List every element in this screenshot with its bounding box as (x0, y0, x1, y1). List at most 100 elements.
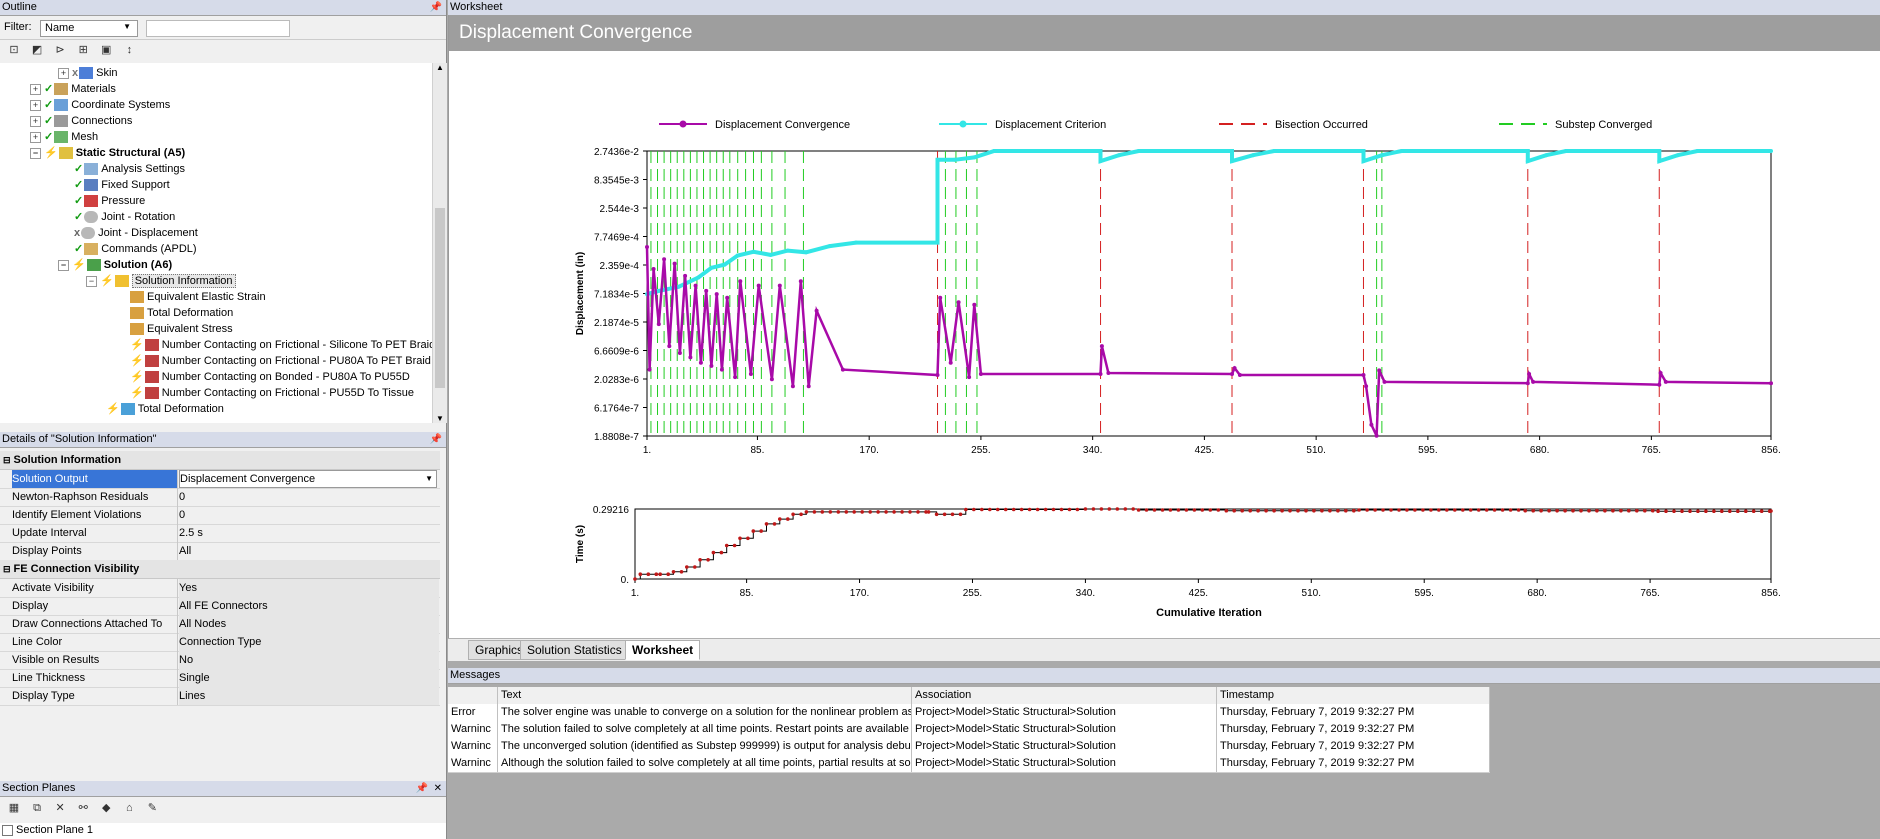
details-value[interactable]: No (179, 651, 439, 669)
tree-item-solution[interactable]: − ⚡ Solution (A6) (58, 257, 172, 273)
details-row[interactable]: Update Interval 2.5 s (0, 524, 440, 543)
details-row[interactable]: Display Type Lines (0, 687, 440, 706)
expand-icon[interactable]: + (30, 99, 41, 111)
pin-icon[interactable]: 📌 (429, 2, 442, 13)
tree-item-skin[interactable]: + x Skin (58, 65, 118, 81)
details-value[interactable]: Connection Type (179, 633, 439, 651)
tree-item-commands[interactable]: ✓ Commands (APDL) (74, 243, 197, 256)
tree-item-materials[interactable]: + ✓ Materials (30, 81, 116, 97)
details-value[interactable]: 0 (179, 491, 186, 503)
collapse-icon[interactable]: − (30, 147, 41, 159)
table-row[interactable]: Error The solver engine was unable to co… (448, 704, 1490, 722)
scroll-up-icon[interactable]: ▲ (436, 63, 444, 72)
collapse-icon[interactable]: ⊟ (3, 455, 11, 465)
sort-icon[interactable]: ↕ (126, 44, 133, 56)
tree-item-result[interactable]: Equivalent Stress (130, 321, 233, 337)
collapse-icon[interactable]: − (58, 259, 69, 271)
pin-icon[interactable]: 📌 (415, 783, 428, 794)
copy-icon[interactable]: ⧉ (33, 802, 41, 814)
details-row[interactable]: Line Thickness Single (0, 669, 440, 688)
filter-input[interactable] (146, 20, 290, 37)
result-icon (130, 291, 144, 304)
column-header[interactable] (448, 687, 498, 704)
convergence-point (1525, 381, 1530, 386)
edit-icon[interactable]: ✎ (147, 802, 157, 814)
link-icon[interactable]: ⚯ (78, 802, 88, 814)
tree-item-result[interactable]: Equivalent Elastic Strain (130, 289, 266, 305)
time-point (1579, 508, 1583, 513)
column-header[interactable]: Text (498, 687, 912, 704)
expand-icon[interactable]: + (58, 67, 69, 79)
table-row[interactable]: Warninc Although the solution failed to … (448, 755, 1490, 773)
pin-icon[interactable]: 📌 (429, 434, 442, 445)
details-group-fe-connection[interactable]: ⊟ FE Connection Visibility (0, 560, 440, 579)
tree-item-connections[interactable]: + ✓ Connections (30, 113, 132, 129)
branch-icon[interactable]: ⊳ (55, 44, 65, 56)
details-value[interactable]: Lines (179, 687, 439, 705)
expand-icon[interactable]: + (30, 131, 41, 143)
time-point (1611, 508, 1615, 513)
details-value[interactable]: Yes (179, 579, 439, 597)
cap-icon[interactable]: ◆ (102, 802, 111, 814)
tree-filter-icon[interactable]: ◩ (31, 44, 43, 56)
details-value[interactable]: Single (179, 669, 439, 687)
solution-output-dropdown[interactable]: Displacement Convergence ▼ (179, 470, 437, 488)
expand-icon[interactable]: + (30, 115, 41, 127)
hat-icon[interactable]: ⌂ (125, 802, 133, 814)
details-value[interactable]: All Nodes (179, 615, 439, 633)
convergence-point (1364, 384, 1369, 389)
tree-item-result[interactable]: ⚡ Number Contacting on Bonded - PU80A To … (130, 371, 410, 384)
details-row[interactable]: Draw Connections Attached To All Nodes (0, 615, 440, 634)
tree-item-mesh[interactable]: + ✓ Mesh (30, 129, 98, 145)
time-point (1492, 508, 1497, 512)
column-header[interactable]: Association (912, 687, 1217, 704)
details-value[interactable]: All (179, 545, 192, 557)
scroll-thumb[interactable] (435, 208, 445, 388)
details-value[interactable]: All FE Connectors (179, 597, 439, 615)
scroll-down-icon[interactable]: ▼ (436, 414, 444, 423)
tree-item-solution-information[interactable]: − ⚡ Solution Information (86, 273, 236, 289)
section-plane-checkbox[interactable] (2, 825, 13, 836)
tab-solution-statistics[interactable]: Solution Statistics (520, 640, 629, 660)
tree-item-coordinate-systems[interactable]: + ✓ Coordinate Systems (30, 97, 170, 113)
details-group-solution-information[interactable]: ⊟ Solution Information (0, 451, 440, 470)
details-row[interactable]: Display Points All (0, 542, 440, 561)
expand-tree-icon[interactable]: ⊡ (9, 44, 19, 56)
tree-item-analysis-settings[interactable]: ✓ Analysis Settings (74, 163, 185, 176)
time-point (1152, 508, 1157, 512)
tree-item-result[interactable]: Total Deformation (130, 305, 233, 321)
table-row[interactable]: Warninc The unconverged solution (identi… (448, 738, 1490, 756)
tree-item-fixed-support[interactable]: ✓ Fixed Support (74, 179, 170, 192)
details-row[interactable]: Visible on Results No (0, 651, 440, 670)
filter-select[interactable]: Name ▼ (40, 20, 138, 37)
column-header[interactable]: Timestamp (1217, 687, 1490, 704)
plus-box-icon[interactable]: ⊞ (78, 44, 88, 56)
tree-item-result[interactable]: ⚡ Number Contacting on Frictional - PU55D… (130, 387, 414, 400)
tree-item-result[interactable]: ⚡ Total Deformation (106, 403, 224, 416)
delete-icon[interactable]: ✕ (55, 802, 65, 814)
tree-item-pressure[interactable]: ✓ Pressure (74, 195, 146, 208)
details-value[interactable]: 0 (179, 509, 186, 521)
details-row[interactable]: Activate Visibility Yes (0, 579, 440, 598)
details-value[interactable]: 2.5 s (179, 527, 203, 539)
new-plane-icon[interactable]: ▦ (8, 802, 20, 814)
tab-worksheet[interactable]: Worksheet (625, 640, 701, 660)
tab-graphics[interactable]: Graphics (468, 640, 531, 660)
expand-icon[interactable]: + (30, 83, 41, 95)
details-row[interactable]: Display All FE Connectors (0, 597, 440, 616)
close-icon[interactable]: ✕ (433, 783, 442, 794)
details-row[interactable]: Identify Element Violations 0 (0, 506, 440, 525)
tree-item-result[interactable]: ⚡ Number Contacting on Frictional - PU80A… (130, 355, 431, 368)
table-row[interactable]: Warninc The solution failed to solve com… (448, 721, 1490, 739)
tree-item-result[interactable]: ⚡ Number Contacting on Frictional - Silic… (130, 339, 432, 352)
folder-icon[interactable]: ▣ (101, 44, 112, 56)
tree-scrollbar[interactable]: ▲ ▼ (432, 63, 447, 423)
details-row[interactable]: Newton-Raphson Residuals 0 (0, 488, 440, 507)
details-row[interactable]: Solution Output Displacement Convergence… (0, 470, 440, 489)
tree-item-joint-displacement[interactable]: x Joint - Displacement (74, 227, 198, 240)
collapse-icon[interactable]: ⊟ (3, 564, 11, 574)
collapse-icon[interactable]: − (86, 275, 97, 287)
details-row[interactable]: Line Color Connection Type (0, 633, 440, 652)
tree-item-static-structural[interactable]: − ⚡ Static Structural (A5) (30, 145, 185, 161)
tree-item-joint-rotation[interactable]: ✓ Joint - Rotation (74, 211, 176, 224)
